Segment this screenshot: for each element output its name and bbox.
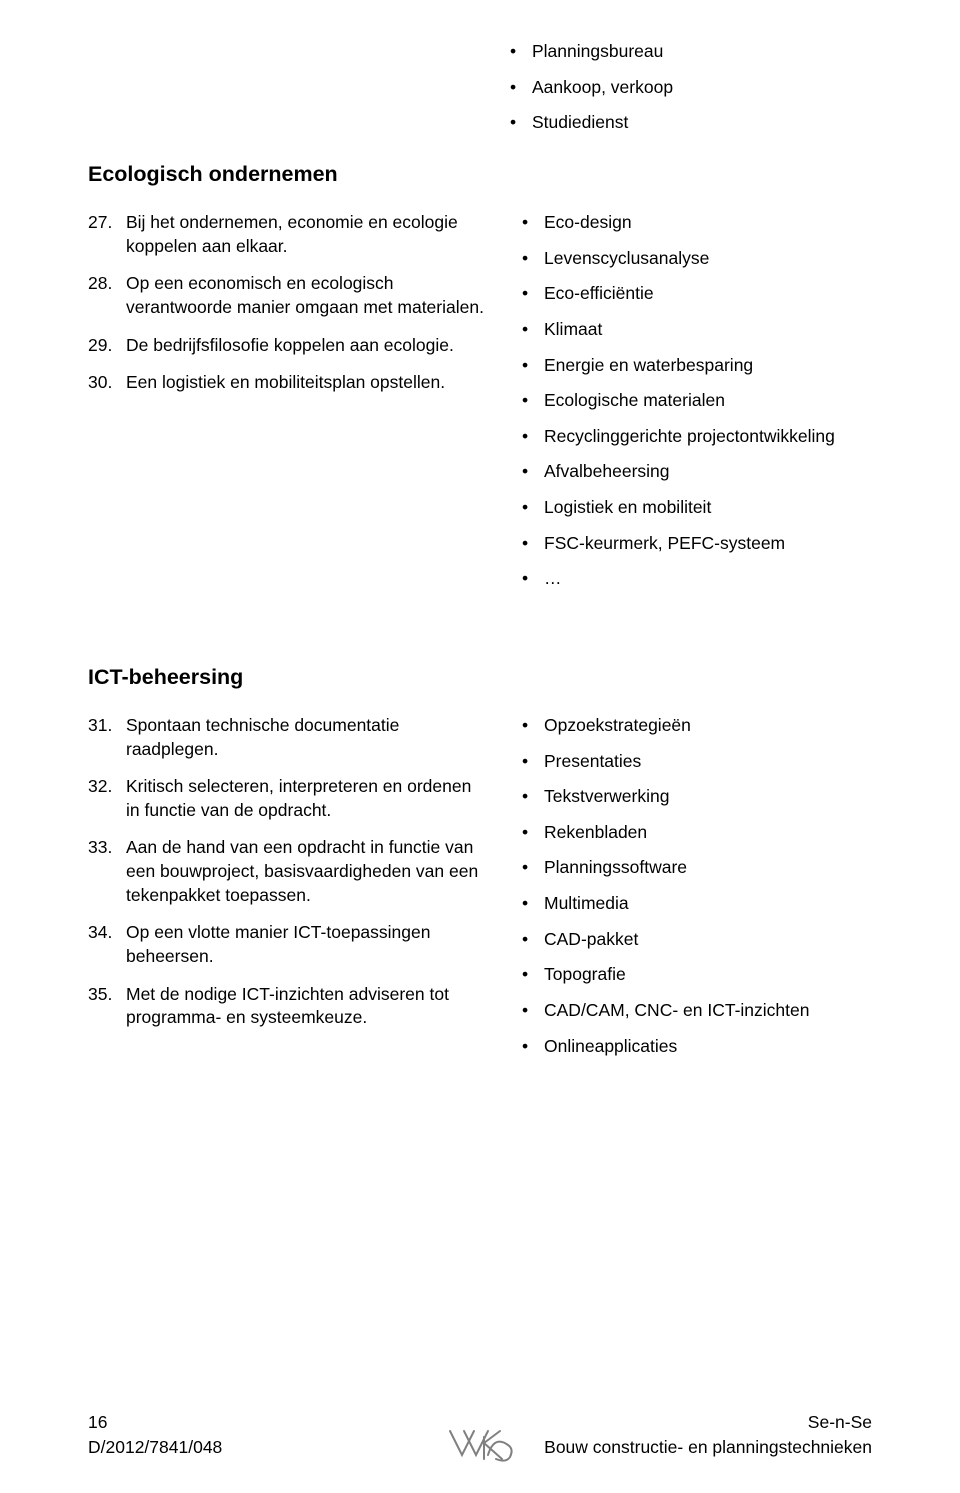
two-column-ict: 31. Spontaan technische documentatie raad… — [88, 714, 872, 1070]
list-item: Recyclinggerichte projectontwikkeling — [516, 425, 872, 449]
top-context-list: Planningsbureau Aankoop, verkoop Studied… — [504, 40, 673, 147]
list-item: 35. Met de nodige ICT-inzichten adviseren… — [88, 983, 484, 1030]
doc-code: D/2012/7841/048 — [88, 1435, 222, 1460]
list-item: … — [516, 567, 872, 591]
list-item: Topografie — [516, 963, 872, 987]
item-number: 32. — [88, 775, 112, 799]
item-text: Aan de hand van een opdracht in functie … — [126, 837, 478, 904]
eco-numbered-list: 27. Bij het ondernemen, economie en ecolo… — [88, 211, 484, 395]
item-number: 29. — [88, 334, 112, 358]
list-item: Eco-efficiëntie — [516, 282, 872, 306]
list-item: Logistiek en mobiliteit — [516, 496, 872, 520]
list-item: Tekstverwerking — [516, 785, 872, 809]
footer-series: Se-n-Se — [544, 1410, 872, 1435]
page: Planningsbureau Aankoop, verkoop Studied… — [0, 0, 960, 1493]
list-item: Planningssoftware — [516, 856, 872, 880]
list-item: Planningsbureau — [504, 40, 673, 64]
list-item: Levenscyclusanalyse — [516, 247, 872, 271]
eco-left-column: 27. Bij het ondernemen, economie en ecolo… — [88, 211, 484, 603]
ict-numbered-list: 31. Spontaan technische documentatie raad… — [88, 714, 484, 1030]
item-number: 31. — [88, 714, 112, 738]
item-number: 30. — [88, 371, 112, 395]
item-text: Op een economisch en ecologisch verantwo… — [126, 273, 484, 317]
item-number: 33. — [88, 836, 112, 860]
list-item: Opzoekstrategieën — [516, 714, 872, 738]
list-item: Aankoop, verkoop — [504, 76, 673, 100]
footer-left: 16 D/2012/7841/048 — [88, 1410, 222, 1459]
page-number: 16 — [88, 1410, 222, 1435]
list-item: Multimedia — [516, 892, 872, 916]
ict-bullet-list: Opzoekstrategieën Presentaties Tekstverw… — [516, 714, 872, 1058]
item-number: 28. — [88, 272, 112, 296]
item-text: Spontaan technische documentatie raadple… — [126, 715, 399, 759]
list-item: Eco-design — [516, 211, 872, 235]
eco-right-column: Eco-design Levenscyclusanalyse Eco-effic… — [516, 211, 872, 603]
ict-right-column: Opzoekstrategieën Presentaties Tekstverw… — [516, 714, 872, 1070]
ict-left-column: 31. Spontaan technische documentatie raad… — [88, 714, 484, 1070]
footer-doc-title: Bouw constructie- en planningstechnieken — [544, 1435, 872, 1460]
two-column-eco: 27. Bij het ondernemen, economie en ecolo… — [88, 211, 872, 603]
item-text: Kritisch selecteren, interpreteren en or… — [126, 776, 471, 820]
top-bullet-list: Planningsbureau Aankoop, verkoop Studied… — [504, 40, 673, 135]
list-item: 27. Bij het ondernemen, economie en ecolo… — [88, 211, 484, 258]
list-item: Energie en waterbesparing — [516, 354, 872, 378]
list-item: CAD/CAM, CNC- en ICT-inzichten — [516, 999, 872, 1023]
section-title-eco: Ecologisch ondernemen — [88, 162, 872, 187]
item-number: 27. — [88, 211, 112, 235]
item-text: De bedrijfsfilosofie koppelen aan ecolog… — [126, 335, 454, 355]
section-title-ict: ICT-beheersing — [88, 665, 872, 690]
list-item: Studiedienst — [504, 111, 673, 135]
item-number: 35. — [88, 983, 112, 1007]
footer-logo-icon — [444, 1421, 516, 1465]
page-footer: 16 D/2012/7841/048 Se-n-Se Bouw construc… — [88, 1410, 872, 1459]
list-item: 31. Spontaan technische documentatie raad… — [88, 714, 484, 761]
item-text: Een logistiek en mobiliteitsplan opstell… — [126, 372, 445, 392]
list-item: Rekenbladen — [516, 821, 872, 845]
list-item: 30. Een logistiek en mobiliteitsplan opst… — [88, 371, 484, 395]
list-item: 29. De bedrijfsfilosofie koppelen aan eco… — [88, 334, 484, 358]
list-item: 28. Op een economisch en ecologisch veran… — [88, 272, 484, 319]
list-item: Onlineapplicaties — [516, 1035, 872, 1059]
section-eco: Ecologisch ondernemen 27. Bij het onderne… — [88, 162, 872, 603]
list-item: Afvalbeheersing — [516, 460, 872, 484]
list-item: CAD-pakket — [516, 928, 872, 952]
list-item: Presentaties — [516, 750, 872, 774]
item-text: Op een vlotte manier ICT-toepassingen be… — [126, 922, 430, 966]
item-text: Bij het ondernemen, economie en ecologie… — [126, 212, 458, 256]
list-item: Ecologische materialen — [516, 389, 872, 413]
footer-right: Se-n-Se Bouw constructie- en planningste… — [544, 1410, 872, 1459]
item-number: 34. — [88, 921, 112, 945]
section-ict: ICT-beheersing 31. Spontaan technische do… — [88, 665, 872, 1070]
eco-bullet-list: Eco-design Levenscyclusanalyse Eco-effic… — [516, 211, 872, 591]
list-item: FSC-keurmerk, PEFC-systeem — [516, 532, 872, 556]
list-item: 33. Aan de hand van een opdracht in funct… — [88, 836, 484, 907]
list-item: 34. Op een vlotte manier ICT-toepassingen… — [88, 921, 484, 968]
list-item: 32. Kritisch selecteren, interpreteren en… — [88, 775, 484, 822]
list-item: Klimaat — [516, 318, 872, 342]
item-text: Met de nodige ICT-inzichten adviseren to… — [126, 984, 449, 1028]
